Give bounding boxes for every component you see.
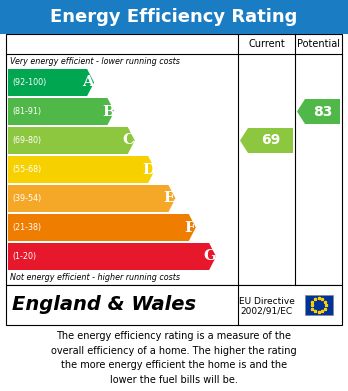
Bar xyxy=(304,295,332,315)
Text: G: G xyxy=(204,249,217,264)
Text: 83: 83 xyxy=(313,104,332,118)
Text: F: F xyxy=(184,221,195,235)
Text: Very energy efficient - lower running costs: Very energy efficient - lower running co… xyxy=(10,57,180,66)
Text: Potential: Potential xyxy=(297,39,340,49)
Text: (21-38): (21-38) xyxy=(12,223,41,232)
Polygon shape xyxy=(8,69,94,96)
Polygon shape xyxy=(240,128,293,153)
Polygon shape xyxy=(8,156,155,183)
Text: Current: Current xyxy=(248,39,285,49)
Text: D: D xyxy=(142,163,156,176)
Text: (92-100): (92-100) xyxy=(12,78,46,87)
Text: (55-68): (55-68) xyxy=(12,165,41,174)
Text: (1-20): (1-20) xyxy=(12,252,36,261)
Text: B: B xyxy=(102,104,115,118)
Text: England & Wales: England & Wales xyxy=(12,296,196,314)
Text: (81-91): (81-91) xyxy=(12,107,41,116)
Text: Not energy efficient - higher running costs: Not energy efficient - higher running co… xyxy=(10,273,180,283)
Polygon shape xyxy=(8,185,175,212)
Text: (69-80): (69-80) xyxy=(12,136,41,145)
Text: A: A xyxy=(82,75,94,90)
Polygon shape xyxy=(8,214,196,241)
Bar xyxy=(6,285,342,325)
Text: Energy Efficiency Rating: Energy Efficiency Rating xyxy=(50,8,298,26)
Text: C: C xyxy=(123,133,135,147)
Text: EU Directive: EU Directive xyxy=(239,296,294,305)
Polygon shape xyxy=(8,243,216,270)
Text: 2002/91/EC: 2002/91/EC xyxy=(240,307,293,316)
Text: (39-54): (39-54) xyxy=(12,194,41,203)
Bar xyxy=(0,0,348,34)
Polygon shape xyxy=(8,127,135,154)
Polygon shape xyxy=(297,99,340,124)
Polygon shape xyxy=(8,98,114,125)
Text: The energy efficiency rating is a measure of the
overall efficiency of a home. T: The energy efficiency rating is a measur… xyxy=(51,331,297,385)
Bar xyxy=(6,34,342,285)
Text: E: E xyxy=(164,192,175,206)
Text: 69: 69 xyxy=(261,133,280,147)
